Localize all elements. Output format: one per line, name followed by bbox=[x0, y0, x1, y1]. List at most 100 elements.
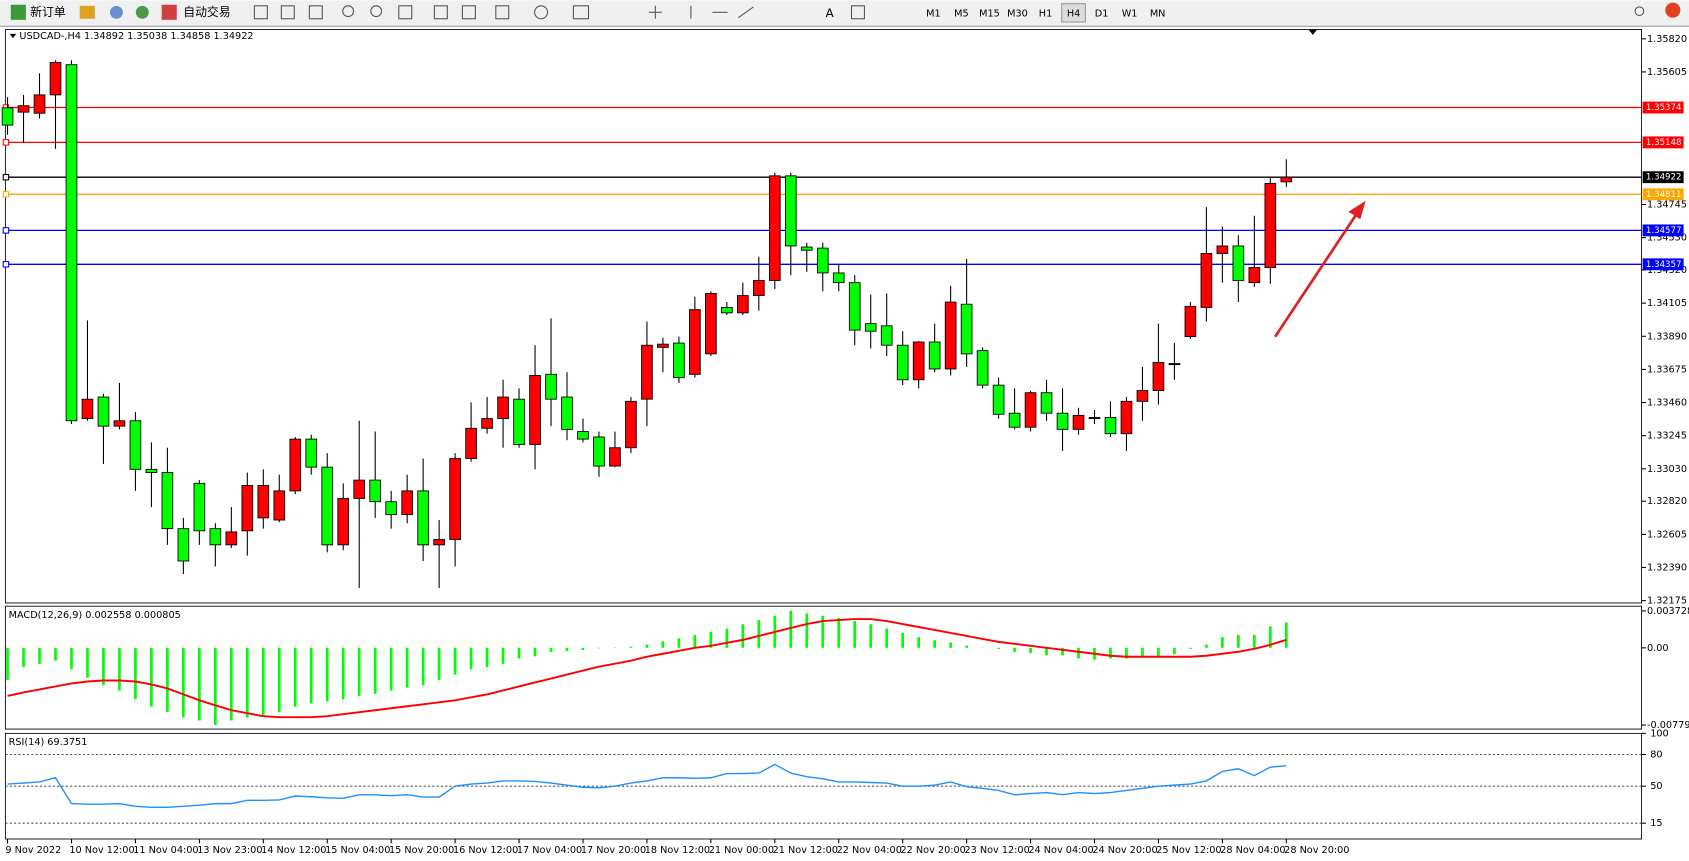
x-tick-label: 23 Nov 12:00 bbox=[964, 845, 1029, 856]
x-tick-label: 15 Nov 04:00 bbox=[325, 845, 390, 856]
macd-panel bbox=[4, 605, 1643, 730]
chart-area bbox=[0, 27, 1689, 861]
x-tick-label: 28 Nov 20:00 bbox=[1284, 845, 1349, 856]
candle-body bbox=[97, 396, 110, 427]
level-label: 1.34357 bbox=[1646, 260, 1682, 270]
text-tool[interactable]: A bbox=[826, 6, 834, 20]
y-tick-label: 1.33030 bbox=[1647, 464, 1687, 475]
candle-body bbox=[1168, 363, 1181, 366]
x-tick-label: 21 Nov 12:00 bbox=[773, 845, 838, 856]
y-tick-label: 50 bbox=[1650, 781, 1662, 792]
y-tick-label: 1.34105 bbox=[1647, 298, 1687, 309]
timeframe-button[interactable]: D1 bbox=[1095, 8, 1109, 19]
x-tick-label: 24 Nov 04:00 bbox=[1028, 845, 1093, 856]
x-tick-label: 25 Nov 12:00 bbox=[1156, 845, 1221, 856]
new-order-button[interactable]: 新订单 bbox=[30, 5, 66, 19]
icon bbox=[135, 5, 149, 19]
level-label-bg bbox=[1642, 188, 1684, 201]
candle-body bbox=[673, 342, 685, 379]
icon bbox=[109, 5, 123, 19]
y-tick-label: 80 bbox=[1650, 750, 1662, 761]
candle-body bbox=[545, 373, 557, 400]
timeframe-button[interactable]: W1 bbox=[1122, 8, 1138, 19]
timeframe-button[interactable]: H1 bbox=[1039, 8, 1052, 19]
candle-body bbox=[1280, 176, 1293, 183]
timeframe-button[interactable]: H4 bbox=[1067, 8, 1080, 19]
level-marker bbox=[2, 227, 10, 234]
candle-body bbox=[465, 427, 477, 459]
candle-body bbox=[721, 307, 733, 314]
y-tick-label: 1.33890 bbox=[1647, 331, 1687, 342]
y-tick-label: 1.35820 bbox=[1647, 34, 1687, 45]
timeframe-button[interactable]: M1 bbox=[926, 8, 941, 19]
candle-body bbox=[561, 396, 573, 430]
candle-body bbox=[433, 539, 445, 546]
candle-body bbox=[848, 282, 861, 331]
y-tick-label: 1.33245 bbox=[1647, 431, 1687, 442]
level-label-bg bbox=[1642, 171, 1684, 184]
candle-body bbox=[832, 272, 845, 284]
signal-line bbox=[7, 618, 1287, 719]
y-tick-label: -0.007792 bbox=[1647, 720, 1689, 731]
x-tick-label: 18 Nov 12:00 bbox=[645, 845, 710, 856]
timeframe-button[interactable]: M15 bbox=[979, 8, 1000, 19]
auto-trade-icon bbox=[161, 4, 177, 20]
y-tick-label: 1.32605 bbox=[1647, 529, 1687, 540]
toolbar: A 新订单 自动交易 M1 M5 M15 M30 H1 H4 D1 W1 MN bbox=[0, 0, 1689, 27]
rsi-title: RSI(14) 69.3751 bbox=[9, 737, 88, 748]
candle-body bbox=[1152, 362, 1165, 391]
candle-body bbox=[800, 246, 813, 251]
x-tick-label: 11 Nov 04:00 bbox=[133, 845, 198, 856]
candle-body bbox=[129, 420, 142, 470]
y-tick-label: 1.33675 bbox=[1647, 364, 1687, 375]
candle-body bbox=[1088, 417, 1101, 420]
level-marker bbox=[2, 191, 10, 198]
timeframe-selected bbox=[1061, 3, 1086, 23]
candle-body bbox=[1232, 245, 1245, 281]
candle-body bbox=[753, 280, 765, 297]
candle-body bbox=[705, 293, 717, 355]
level-label: 1.34811 bbox=[1646, 190, 1682, 200]
timeframe-button[interactable]: M5 bbox=[954, 8, 969, 19]
icon bbox=[79, 5, 95, 19]
candle-body bbox=[577, 431, 589, 440]
candle-body bbox=[177, 528, 190, 562]
y-tick-label: 1.34745 bbox=[1647, 199, 1687, 210]
x-tick-label: 22 Nov 04:00 bbox=[837, 845, 902, 856]
level-label: 1.35148 bbox=[1646, 138, 1682, 148]
toolbar-bg bbox=[0, 0, 1689, 27]
x-tick-label: 21 Nov 00:00 bbox=[709, 845, 774, 856]
candle-body bbox=[321, 466, 334, 546]
candle-body bbox=[784, 175, 797, 247]
candle-body bbox=[369, 479, 382, 503]
candle-body bbox=[337, 498, 350, 546]
x-tick-label: 14 Nov 12:00 bbox=[261, 845, 326, 856]
title-marker bbox=[9, 33, 17, 39]
candle-body bbox=[1, 107, 14, 126]
candle-body bbox=[353, 479, 366, 499]
candle-body bbox=[1216, 245, 1229, 254]
x-tick-label: 10 Nov 12:00 bbox=[69, 845, 134, 856]
candle-body bbox=[273, 490, 286, 521]
candle-body bbox=[385, 501, 397, 516]
x-tick-label: 17 Nov 20:00 bbox=[581, 845, 646, 856]
candle-body bbox=[768, 175, 781, 281]
x-tick-label: 16 Nov 12:00 bbox=[453, 845, 518, 856]
y-tick-label: 0.00 bbox=[1647, 643, 1669, 654]
y-tick-label: 0.003728 bbox=[1647, 606, 1689, 617]
candle-body bbox=[113, 420, 126, 427]
candle-body bbox=[641, 344, 653, 400]
x-tick-label: 15 Nov 20:00 bbox=[389, 845, 454, 856]
auto-trade-button[interactable]: 自动交易 bbox=[183, 5, 230, 19]
candle-body bbox=[1136, 390, 1149, 402]
x-tick-label: 17 Nov 04:00 bbox=[517, 845, 582, 856]
candle-body bbox=[1200, 253, 1213, 308]
candle-body bbox=[81, 398, 94, 420]
timeframe-button[interactable]: M30 bbox=[1007, 8, 1028, 19]
candle-body bbox=[193, 482, 206, 532]
candle-body bbox=[1024, 392, 1037, 428]
timeframe-button[interactable]: MN bbox=[1150, 8, 1166, 19]
candle-body bbox=[497, 396, 509, 420]
chart-title: USDCAD-,H4 1.34892 1.35038 1.34858 1.349… bbox=[19, 31, 253, 42]
